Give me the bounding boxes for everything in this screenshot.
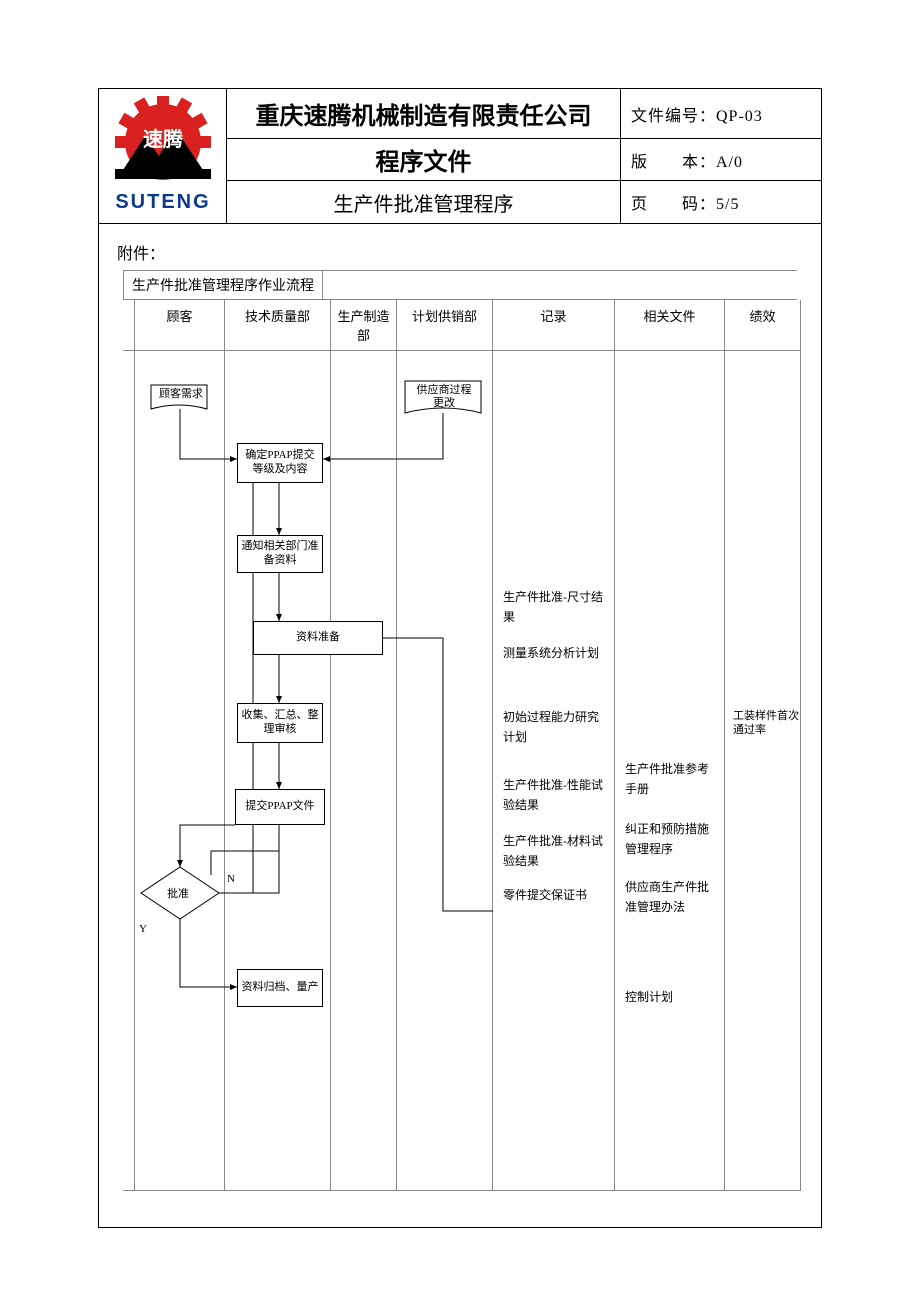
lane-header: 记录: [493, 300, 615, 351]
document-frame: 速腾 SUTENG 重庆速腾机械制造有限责任公司 程序文件 生产件批准管理程序 …: [98, 88, 822, 1228]
doc-type: 程序文件: [227, 139, 621, 181]
lane-header: 技术质量部: [225, 300, 331, 351]
swimlane-body: 顾客需求 供应商过程更改 确定PPAP提交等级及内容 通知相关部门准备资料 资料…: [123, 351, 797, 1191]
doc-version: 版 本：A/0: [621, 139, 821, 181]
doc-page: 页 码：5/5: [621, 181, 821, 223]
doc-number: 文件编号：QP-03: [621, 89, 821, 139]
lane-header: 相关文件: [615, 300, 725, 351]
doc-header: 速腾 SUTENG 重庆速腾机械制造有限责任公司 程序文件 生产件批准管理程序 …: [99, 89, 821, 224]
page: 速腾 SUTENG 重庆速腾机械制造有限责任公司 程序文件 生产件批准管理程序 …: [0, 0, 920, 1302]
company-logo: 速腾 SUTENG: [105, 96, 221, 216]
doc-title: 生产件批准管理程序: [227, 181, 621, 223]
logo-text-en: SUTENG: [115, 191, 210, 213]
lane-header: 顾客: [135, 300, 225, 351]
lane-header: 计划供销部: [397, 300, 493, 351]
lane-header: [123, 300, 135, 351]
swimlane-header: 顾客 技术质量部 生产制造部 计划供销部 记录 相关文件 绩效: [123, 300, 797, 351]
lane-header: 绩效: [725, 300, 801, 351]
flowchart-container: 生产件批准管理程序作业流程 顾客 技术质量部 生产制造部 计划供销部 记录 相关…: [123, 270, 797, 1191]
lane-header: 生产制造部: [331, 300, 397, 351]
attachment-label: 附件：: [99, 224, 821, 270]
logo-cell: 速腾 SUTENG: [99, 89, 227, 223]
company-name: 重庆速腾机械制造有限责任公司: [227, 89, 621, 139]
flowchart-title: 生产件批准管理程序作业流程: [123, 271, 323, 299]
logo-text-zh: 速腾: [143, 127, 184, 151]
